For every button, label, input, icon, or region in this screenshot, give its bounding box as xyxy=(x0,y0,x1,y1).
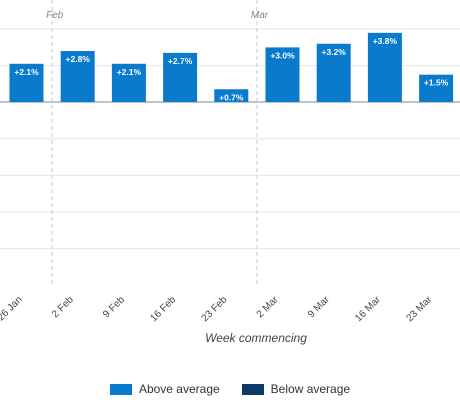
legend-item-above[interactable]: Above average xyxy=(109,382,220,396)
bar xyxy=(367,32,402,103)
legend-label-below: Below average xyxy=(270,382,351,396)
data-label: +2.7% xyxy=(168,56,193,66)
bar xyxy=(214,89,249,102)
x-tick-label: 23 Feb xyxy=(200,294,230,324)
month-label: Mar xyxy=(251,10,269,21)
data-label: +2.1% xyxy=(117,67,142,77)
legend: Above average Below average xyxy=(0,382,460,396)
bar xyxy=(316,43,351,102)
data-label: +0.7% xyxy=(219,92,244,102)
data-label: +2.1% xyxy=(14,67,39,77)
x-axis-title: Week commencing xyxy=(205,331,307,345)
x-tick-label: 26 Jan xyxy=(0,294,25,323)
x-tick-label: 2 Feb xyxy=(50,294,76,320)
legend-label-above: Above average xyxy=(138,382,220,396)
legend-swatch-above xyxy=(109,383,132,395)
x-tick-label: 16 Mar xyxy=(353,294,383,324)
x-tick-label: 16 Feb xyxy=(148,294,178,324)
bars xyxy=(9,32,454,103)
x-tick-label: 9 Feb xyxy=(101,294,127,320)
data-label: +2.8% xyxy=(66,54,91,64)
data-label: +3.0% xyxy=(270,50,295,60)
bar xyxy=(60,51,95,102)
bar xyxy=(9,63,44,102)
bar xyxy=(419,74,454,102)
x-axis-ticks: 26 Jan 2 Feb 9 Feb 16 Feb 23 Feb 2 Mar 9 Mar 16… xyxy=(0,294,435,324)
bar xyxy=(265,47,300,102)
data-labels: +2.1% +2.8% +2.1% +2.7% +0.7% +3.0% +3.2% +3.8%… xyxy=(14,36,448,102)
bar xyxy=(111,63,146,102)
x-tick-label: 23 Mar xyxy=(404,294,434,324)
month-markers: Feb Mar xyxy=(46,0,269,284)
data-label: +1.5% xyxy=(424,78,449,88)
bar xyxy=(163,52,198,102)
data-label: +3.8% xyxy=(373,36,398,46)
legend-item-below[interactable]: Below average xyxy=(241,382,351,396)
x-tick-label: 2 Mar xyxy=(255,294,281,320)
data-label: +3.2% xyxy=(322,47,347,57)
legend-swatch-below xyxy=(241,383,264,395)
x-tick-label: 9 Mar xyxy=(306,294,332,320)
month-label: Feb xyxy=(46,10,64,21)
